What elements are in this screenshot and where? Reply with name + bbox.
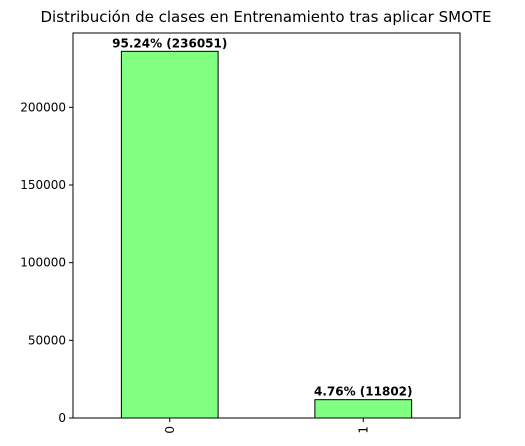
x-tick-label-0: 0 — [163, 426, 177, 434]
y-tick-label-100000: 100000 — [20, 256, 66, 270]
bar-1 — [314, 399, 413, 419]
y-tick-label-200000: 200000 — [20, 100, 66, 114]
bar-0 — [120, 50, 219, 419]
data-label-0: 95.24% (236051) — [112, 36, 227, 50]
y-tick-label-0: 0 — [58, 411, 66, 425]
data-labels-layer: 95.24% (236051) 4.76% (11802) — [112, 36, 412, 398]
y-axis: 0 50000 100000 150000 200000 — [20, 100, 73, 425]
y-tick-label-150000: 150000 — [20, 178, 66, 192]
x-tick-label-1: 1 — [356, 426, 370, 434]
y-tick-label-50000: 50000 — [28, 333, 66, 347]
plot-frame — [72, 32, 461, 419]
bars-layer — [120, 50, 413, 419]
chart-title: Distribución de clases en Entrenamiento … — [40, 8, 491, 26]
data-label-1: 4.76% (11802) — [314, 385, 413, 399]
